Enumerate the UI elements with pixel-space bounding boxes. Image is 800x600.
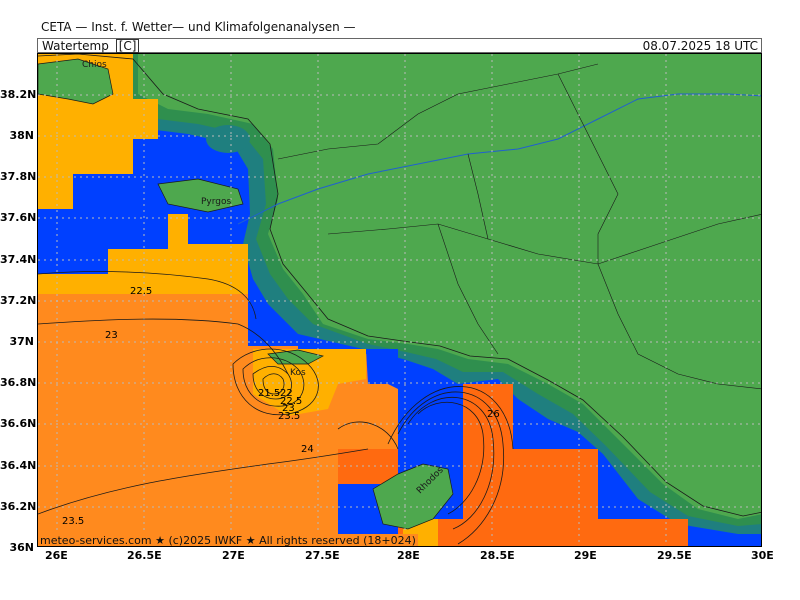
header-title: CETA — Inst. f. Wetter— und Klimafolgena…: [41, 20, 356, 34]
lon-label: 28.5E: [480, 549, 515, 562]
parameter-bar: Watertemp [C] 08.07.2025 18 UTC: [37, 38, 762, 53]
islands: [38, 58, 454, 530]
contour-label: 23: [282, 403, 295, 414]
lon-label: 28E: [397, 549, 420, 562]
lon-label: 26E: [45, 549, 68, 562]
place-label-chios: Chios: [82, 60, 107, 70]
copyright-text: meteo-services.com ★ (c)2025 IWKF ★ All …: [38, 534, 418, 547]
river: [237, 93, 761, 225]
lat-label: 37.6N: [0, 211, 37, 224]
isotherm-contours: [38, 271, 514, 545]
valid-time: 08.07.2025 18 UTC: [642, 39, 758, 53]
lat-label: 36.4N: [0, 459, 37, 472]
lat-lon-grid: [38, 54, 761, 546]
lat-label: 37.8N: [0, 170, 37, 183]
island-halo: [206, 125, 250, 153]
map-canvas: 22.5 23 21.5 22 22.5 23 23.5 24 26 23.5 …: [38, 54, 761, 546]
lat-label: 38N: [9, 129, 34, 142]
lat-label: 36N: [9, 541, 34, 554]
cool-water-kos: [366, 349, 398, 384]
contour-label: 23.5: [62, 516, 84, 527]
lon-label: 29E: [574, 549, 597, 562]
lon-label: 30E: [751, 549, 774, 562]
parameter-label: Watertemp [C]: [42, 39, 140, 53]
contour-label: 22.5: [130, 286, 152, 297]
contour-label: 24: [301, 444, 314, 455]
water-zone-yellow-mid: [38, 214, 248, 294]
lat-label: 37.4N: [0, 253, 37, 266]
lat-label: 38.2N: [0, 88, 37, 101]
admin-boundaries: [277, 63, 761, 390]
coastline: [38, 54, 761, 517]
contour-label: 26: [487, 409, 500, 420]
place-label-kos: Kos: [290, 368, 306, 378]
place-label-pyrgos: Pyrgos: [201, 197, 232, 207]
lon-label: 27.5E: [305, 549, 340, 562]
lon-label: 26.5E: [127, 549, 162, 562]
contour-label: 21.5: [258, 388, 280, 399]
lat-label: 37N: [9, 335, 34, 348]
island-chios: [38, 58, 114, 105]
contour-label: 23: [105, 330, 118, 341]
island-rhodos: [372, 463, 454, 530]
contour-label: 22: [280, 388, 293, 399]
lat-label: 36.2N: [0, 500, 37, 513]
lon-label: 27E: [222, 549, 245, 562]
lon-label: 29.5E: [657, 549, 692, 562]
parameter-unit: [C]: [115, 39, 140, 53]
island-samos: [157, 178, 244, 213]
lat-label: 37.2N: [0, 294, 37, 307]
map-panel: 22.5 23 21.5 22 22.5 23 23.5 24 26 23.5 …: [37, 53, 762, 547]
contour-label: 22.5: [280, 396, 302, 407]
lat-label: 36.6N: [0, 417, 37, 430]
lat-label: 36.8N: [0, 376, 37, 389]
parameter-name: Watertemp: [42, 39, 109, 53]
island-kos: [267, 349, 324, 365]
contour-labels: 22.5 23 21.5 22 22.5 23 23.5 24 26 23.5: [62, 286, 500, 527]
contour-label: 23.5: [278, 411, 300, 422]
